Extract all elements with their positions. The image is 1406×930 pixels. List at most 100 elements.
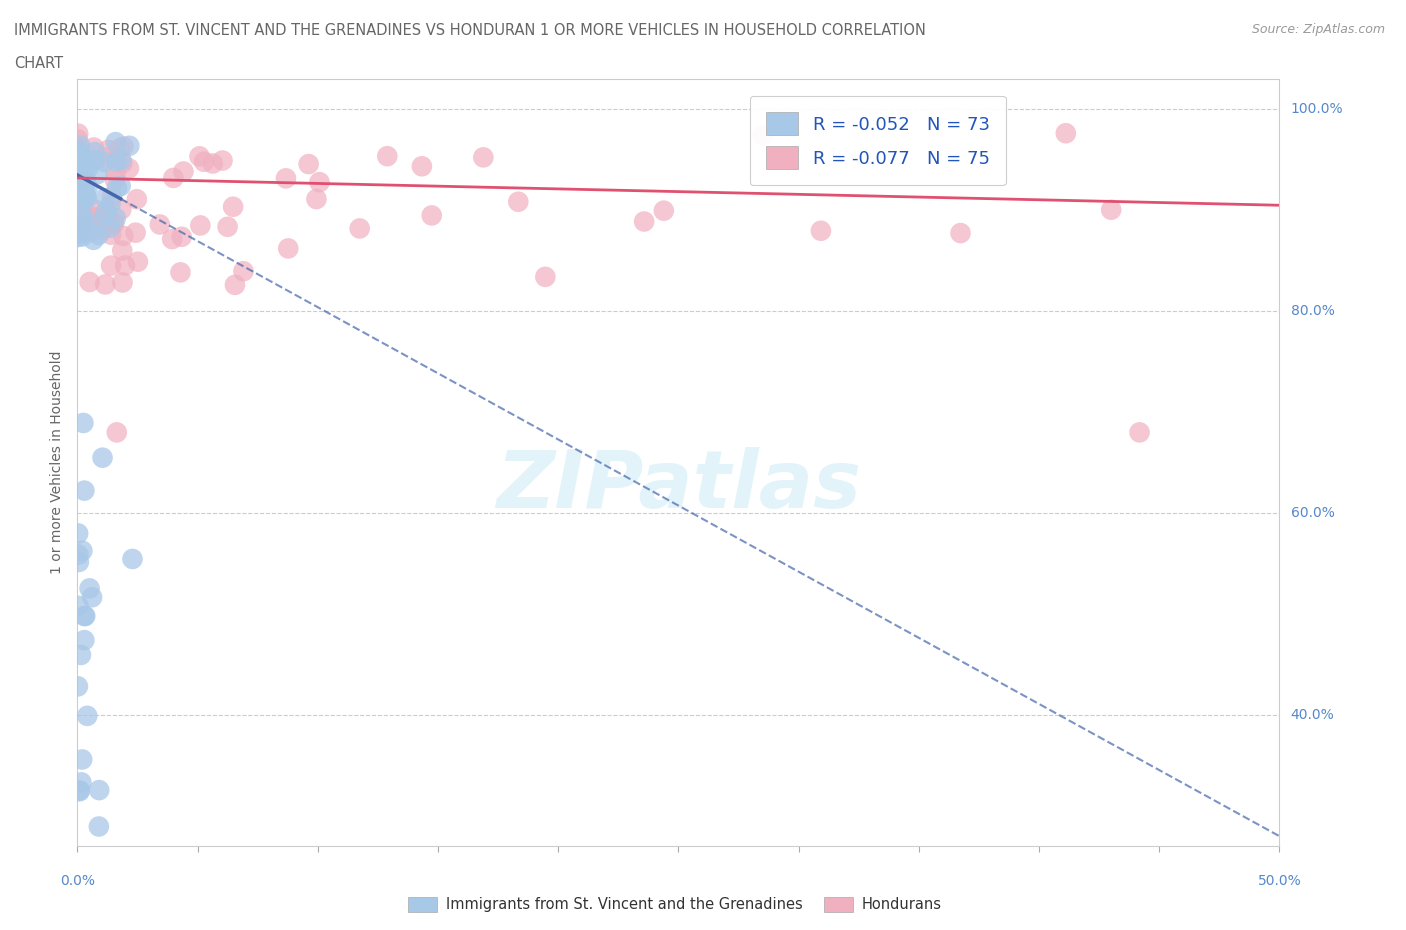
Point [94, 191, 117, 206]
Point [67, 208, 90, 223]
Point [84, 210, 107, 225]
Point [70, 775, 93, 790]
Point [169, 265, 191, 280]
Point [67, 554, 90, 569]
Point [105, 154, 128, 169]
Text: CHART: CHART [14, 56, 63, 71]
Point [472, 150, 495, 165]
Point [83, 153, 105, 167]
Point [82, 590, 104, 604]
Point [149, 217, 172, 232]
Point [100, 197, 122, 212]
Point [69, 153, 91, 167]
Point [97, 142, 120, 157]
Point [101, 189, 124, 204]
Point [67, 151, 90, 166]
Point [104, 135, 127, 150]
Point [170, 230, 193, 245]
Point [67, 226, 90, 241]
Point [193, 154, 215, 169]
Point [67, 143, 90, 158]
Point [298, 156, 321, 171]
Text: Source: ZipAtlas.com: Source: ZipAtlas.com [1251, 23, 1385, 36]
Point [125, 192, 148, 206]
Text: IMMIGRANTS FROM ST. VINCENT AND THE GRENADINES VS HONDURAN 1 OR MORE VEHICLES IN: IMMIGRANTS FROM ST. VINCENT AND THE GREN… [14, 23, 927, 38]
Point [211, 153, 233, 168]
Point [90, 208, 112, 223]
Point [69, 138, 91, 153]
Point [75, 153, 97, 167]
Point [105, 425, 128, 440]
Point [308, 175, 330, 190]
Point [67, 165, 90, 179]
Point [91, 450, 114, 465]
Point [73, 632, 96, 647]
Point [86, 166, 108, 181]
Point [949, 226, 972, 241]
Point [73, 185, 96, 200]
Point [94, 277, 117, 292]
Point [114, 258, 136, 272]
Point [89, 783, 111, 798]
Point [94, 154, 117, 169]
Point [112, 140, 135, 154]
Point [84, 203, 107, 218]
Point [66, 679, 89, 694]
Point [70, 160, 93, 175]
Text: 100.0%: 100.0% [1291, 102, 1343, 116]
Point [66, 132, 89, 147]
Point [69, 173, 91, 188]
Point [162, 170, 184, 185]
Point [420, 208, 443, 223]
Point [67, 150, 90, 165]
Point [349, 221, 371, 236]
Point [222, 199, 245, 214]
Point [67, 155, 90, 170]
Point [633, 214, 655, 229]
Point [72, 156, 94, 171]
Point [98, 220, 121, 235]
Point [375, 149, 398, 164]
Point [100, 227, 122, 242]
Point [100, 259, 122, 273]
Point [172, 164, 194, 179]
Point [87, 228, 110, 243]
Point [79, 274, 101, 289]
Point [75, 190, 97, 205]
Point [104, 210, 127, 225]
Text: ZIPatlas: ZIPatlas [496, 446, 860, 525]
Point [1054, 126, 1077, 140]
Point [101, 215, 124, 230]
Point [224, 277, 246, 292]
Point [73, 608, 96, 623]
Point [69, 186, 91, 201]
Point [75, 172, 97, 187]
Text: 60.0%: 60.0% [1291, 506, 1334, 520]
Point [79, 581, 101, 596]
Point [160, 232, 183, 246]
Point [80, 213, 103, 228]
Point [96, 150, 118, 165]
Point [72, 205, 94, 219]
Point [112, 229, 135, 244]
Point [72, 543, 94, 558]
Point [1129, 425, 1152, 440]
Point [104, 172, 127, 187]
Point [111, 155, 134, 170]
Point [110, 153, 132, 167]
Point [70, 752, 93, 767]
Point [124, 225, 146, 240]
Point [72, 229, 94, 244]
Point [76, 179, 98, 194]
Point [751, 127, 773, 142]
Point [87, 819, 110, 834]
Text: 80.0%: 80.0% [1291, 304, 1334, 318]
Point [66, 166, 89, 181]
Point [105, 180, 128, 195]
Point [67, 526, 90, 541]
Point [121, 551, 143, 566]
Point [108, 141, 131, 156]
Point [83, 145, 105, 160]
Point [111, 243, 134, 258]
Point [70, 206, 93, 220]
